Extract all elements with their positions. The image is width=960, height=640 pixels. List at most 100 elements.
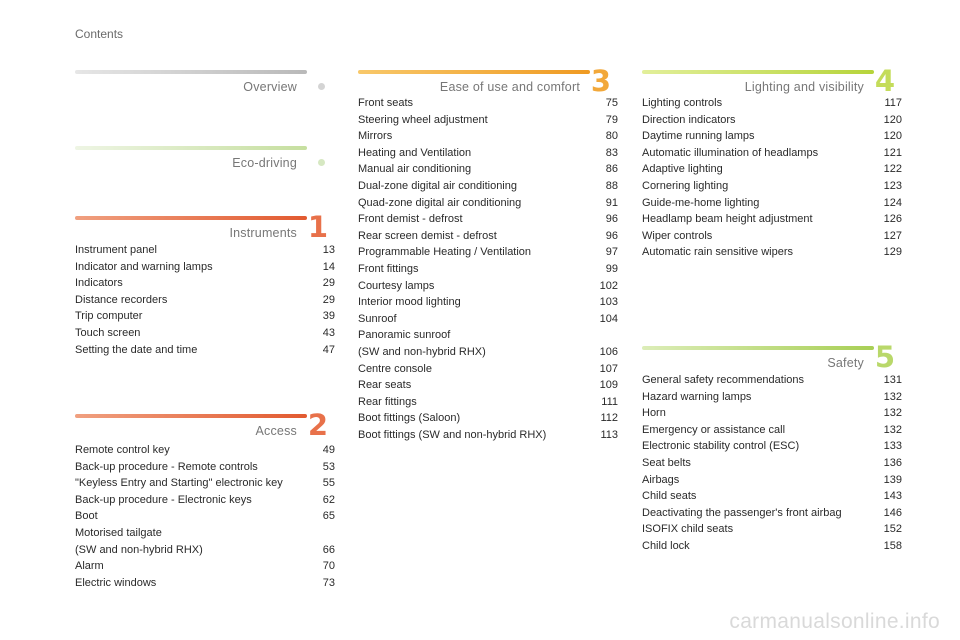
toc-entry-page: 96 (605, 213, 618, 226)
toc-entry-page: 73 (322, 576, 335, 589)
toc-entry-label: Adaptive lighting (642, 163, 723, 176)
toc-entry-label: General safety recommendations (642, 374, 805, 386)
toc-entry[interactable]: Panoramic sunroof (SW and non-hybrid RHX… (358, 327, 618, 360)
toc-entry[interactable]: Front demist - defrost 96 (358, 211, 618, 228)
toc-entry[interactable]: Direction indicators 120 (642, 112, 902, 129)
toc-entry[interactable]: Airbags 139 (642, 472, 902, 489)
toc-entry-label: Heating and Ventilation (358, 146, 472, 159)
toc-entry-page: 120 (883, 113, 902, 126)
toc-entry[interactable]: Centre console 107 (358, 361, 618, 378)
toc-entry-label: Steering wheel adjustment (358, 113, 488, 126)
toc-entry[interactable]: Boot fittings (Saloon) 112 (358, 410, 618, 427)
toc-entry[interactable]: Adaptive lighting 122 (642, 161, 902, 178)
toc-entry[interactable]: Programmable Heating / Ventilation 97 (358, 244, 618, 261)
toc-entry-page: 14 (322, 260, 335, 273)
toc-entry[interactable]: Electric windows 73 (75, 575, 335, 592)
toc-entry[interactable]: Manual air conditioning 86 (358, 161, 618, 178)
toc-entry-label: Instrument panel (75, 244, 157, 256)
section-bar (75, 146, 307, 150)
toc-entry-label: Touch screen (75, 326, 141, 339)
toc-entry[interactable]: Sunroof 104 (358, 311, 618, 328)
toc-entry[interactable]: Interior mood lighting 103 (358, 294, 618, 311)
toc-entry-page: 86 (605, 163, 618, 176)
toc-entry-label: Motorised tailgate (SW and non-hybrid RH… (75, 526, 203, 556)
toc-entry[interactable]: Daytime running lamps 120 (642, 128, 902, 145)
toc-entry[interactable]: Heating and Ventilation 83 (358, 145, 618, 162)
toc-entry[interactable]: Lighting controls 117 (642, 95, 902, 112)
toc-entry[interactable]: Front fittings 99 (358, 261, 618, 278)
toc-entry-label: ISOFIX child seats (642, 523, 734, 536)
toc-entry-label: Child seats (642, 490, 697, 503)
toc-entry-page: 124 (883, 196, 902, 209)
toc-entry[interactable]: Steering wheel adjustment 79 (358, 112, 618, 129)
toc-entry[interactable]: Indicator and warning lamps 14 (75, 259, 335, 276)
toc-entry-label: Direction indicators (642, 113, 736, 126)
toc-entry[interactable]: Rear fittings 111 (358, 394, 618, 411)
toc-entry[interactable]: Rear seats 109 (358, 377, 618, 394)
toc-entry-label: Automatic illumination of headlamps (642, 146, 819, 159)
toc-entry[interactable]: Child lock 158 (642, 538, 902, 555)
toc-entry-page: 53 (322, 460, 335, 473)
toc-entry[interactable]: Boot fittings (SW and non-hybrid RHX) 113 (358, 427, 618, 444)
toc-entry[interactable]: Deactivating the passenger's front airba… (642, 505, 902, 522)
toc-entry[interactable]: Seat belts 136 (642, 455, 902, 472)
toc-entry[interactable]: Rear screen demist - defrost 96 (358, 228, 618, 245)
toc-entry[interactable]: Back-up procedure - Remote controls 53 (75, 459, 335, 476)
toc-entry[interactable]: Automatic illumination of headlamps 121 (642, 145, 902, 162)
toc-entry-label: Back-up procedure - Electronic keys (75, 493, 252, 506)
toc-entry-page: 97 (605, 246, 618, 259)
toc-entry[interactable]: "Keyless Entry and Starting" electronic … (75, 475, 335, 492)
section-bar (75, 70, 307, 74)
toc-entry[interactable]: Emergency or assistance call 132 (642, 422, 902, 439)
toc-entry-label: Rear seats (358, 379, 412, 392)
toc-entry[interactable]: Boot 65 (75, 508, 335, 525)
toc-entry-page: 146 (883, 506, 902, 519)
toc-entry-page: 123 (883, 179, 902, 192)
toc-entry[interactable]: Hazard warning lamps 132 (642, 389, 902, 406)
entries-ease: Front seats 75 Steering wheel adjustment 79… (358, 95, 618, 443)
toc-entry-page: 113 (600, 428, 618, 441)
section-title-lighting: Lighting and visibility (744, 80, 864, 94)
toc-entry-page: 96 (605, 229, 618, 242)
section-bar (642, 346, 874, 350)
toc-entry-label: Lighting controls (642, 97, 723, 109)
toc-entry[interactable]: Mirrors 80 (358, 128, 618, 145)
toc-entry[interactable]: Front seats 75 (358, 95, 618, 112)
toc-entry[interactable]: Motorised tailgate (SW and non-hybrid RH… (75, 525, 335, 558)
toc-entry[interactable]: Courtesy lamps 102 (358, 278, 618, 295)
toc-entry-page: 99 (605, 262, 618, 275)
toc-entry[interactable]: Headlamp beam height adjustment 126 (642, 211, 902, 228)
toc-entry[interactable]: Quad-zone digital air conditioning 91 (358, 195, 618, 212)
toc-entry-label: "Keyless Entry and Starting" electronic … (75, 477, 283, 490)
toc-entry[interactable]: Setting the date and time 47 (75, 342, 335, 359)
toc-entry[interactable]: Instrument panel 13 (75, 242, 335, 259)
toc-entry[interactable]: Alarm 70 (75, 558, 335, 575)
toc-entry-label: Mirrors (358, 130, 393, 143)
toc-entry[interactable]: Child seats 143 (642, 488, 902, 505)
toc-entry[interactable]: ISOFIX child seats 152 (642, 521, 902, 538)
toc-entry-label: Dual-zone digital air conditioning (358, 179, 517, 192)
toc-entry-label: Indicator and warning lamps (75, 260, 213, 273)
toc-entry-label: Daytime running lamps (642, 130, 755, 143)
toc-entry[interactable]: Remote control key 49 (75, 442, 335, 459)
toc-entry[interactable]: Guide-me-home lighting 124 (642, 195, 902, 212)
toc-entry-label: Interior mood lighting (358, 296, 461, 309)
toc-entry-page: 131 (883, 374, 902, 386)
toc-entry-page: 111 (601, 395, 618, 408)
toc-entry-label: Centre console (358, 362, 432, 375)
toc-entry-label: Headlamp beam height adjustment (642, 213, 813, 226)
toc-entry[interactable]: Automatic rain sensitive wipers 129 (642, 244, 902, 261)
toc-entry[interactable]: Trip computer 39 (75, 308, 335, 325)
toc-entry[interactable]: Touch screen 43 (75, 325, 335, 342)
toc-entry[interactable]: Dual-zone digital air conditioning 88 (358, 178, 618, 195)
toc-entry[interactable]: Electronic stability control (ESC) 133 (642, 438, 902, 455)
toc-entry[interactable]: Back-up procedure - Electronic keys 62 (75, 492, 335, 509)
toc-entry[interactable]: Horn 132 (642, 405, 902, 422)
entries-lighting: Lighting controls 117 Direction indicators… (642, 95, 902, 261)
toc-entry[interactable]: General safety recommendations 131 (642, 372, 902, 389)
toc-entry[interactable]: Distance recorders 29 (75, 292, 335, 309)
toc-entry[interactable]: Indicators 29 (75, 275, 335, 292)
toc-entry[interactable]: Wiper controls 127 (642, 228, 902, 245)
toc-entry[interactable]: Cornering lighting 123 (642, 178, 902, 195)
toc-entry-page: 62 (322, 493, 335, 506)
